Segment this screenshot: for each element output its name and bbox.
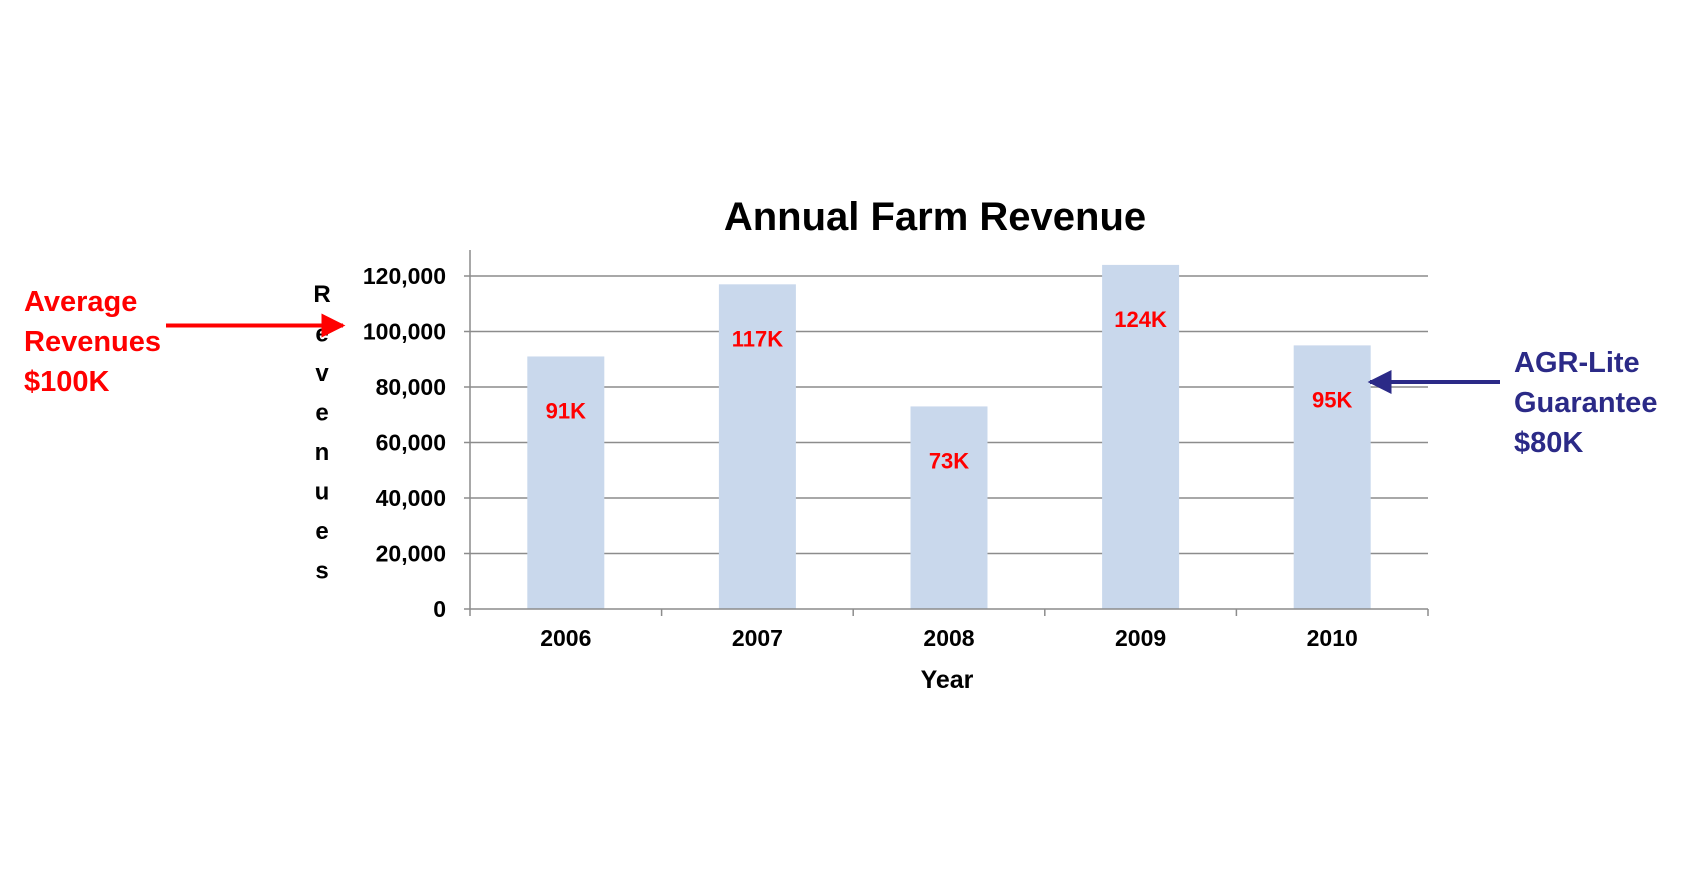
- annotation-line: $80K: [1514, 427, 1583, 459]
- y-tick-label: 20,000: [376, 541, 446, 567]
- x-tick-label: 2010: [1307, 625, 1358, 651]
- axes: [464, 250, 1429, 616]
- bars: [527, 264, 1371, 609]
- y-tick-label: 0: [433, 596, 446, 622]
- x-tick-label: 2006: [540, 625, 591, 651]
- x-axis-title: Year: [921, 666, 974, 694]
- data-label: 124K: [1114, 307, 1167, 332]
- data-labels: 91K 117K 73K 124K 95K: [546, 307, 1353, 474]
- y-tick-labels: 0 20,000 40,000 60,000 80,000 100,000 120,000: [363, 263, 446, 622]
- y-axis-title-letter: e: [315, 400, 328, 427]
- y-tick-label: 100,000: [363, 319, 446, 345]
- y-tick-label: 60,000: [376, 430, 446, 456]
- x-tick-label: 2008: [923, 625, 974, 651]
- annotation-line: Guarantee: [1514, 387, 1657, 419]
- y-axis-title-letter: e: [315, 518, 328, 545]
- y-tick-label: 120,000: [363, 263, 446, 289]
- data-label: 95K: [1312, 387, 1352, 412]
- annotation-line: $100K: [24, 366, 110, 398]
- y-axis-title-letter: v: [315, 360, 329, 387]
- y-axis-title-letter: n: [315, 439, 330, 466]
- agr-lite-guarantee-annotation: AGR-Lite Guarantee $80K: [1367, 347, 1657, 459]
- annotation-line: Revenues: [24, 326, 161, 358]
- bar-2009: [1102, 264, 1180, 609]
- chart-title: Annual Farm Revenue: [724, 195, 1146, 239]
- average-revenues-annotation: Average Revenues $100K: [24, 286, 346, 398]
- data-label: 91K: [546, 398, 586, 423]
- y-axis-title-letter: R: [313, 281, 330, 308]
- y-tick-label: 40,000: [376, 485, 446, 511]
- x-tick-label: 2009: [1115, 625, 1166, 651]
- y-tick-label: 80,000: [376, 374, 446, 400]
- y-axis-title-letter: s: [315, 558, 328, 585]
- bar-2010: [1293, 345, 1371, 609]
- x-tick-labels: 2006 2007 2008 2009 2010: [540, 625, 1358, 651]
- bar-2008: [910, 406, 988, 609]
- bar-2007: [718, 284, 796, 609]
- x-tick-label: 2007: [732, 625, 783, 651]
- data-label: 117K: [732, 326, 783, 351]
- annotation-line: Average: [24, 286, 137, 318]
- y-axis-title-letter: u: [315, 479, 330, 506]
- data-label: 73K: [929, 448, 969, 473]
- annotation-line: AGR-Lite: [1514, 347, 1640, 379]
- y-axis-title: Revenues: [313, 281, 330, 585]
- bar-2006: [527, 356, 605, 609]
